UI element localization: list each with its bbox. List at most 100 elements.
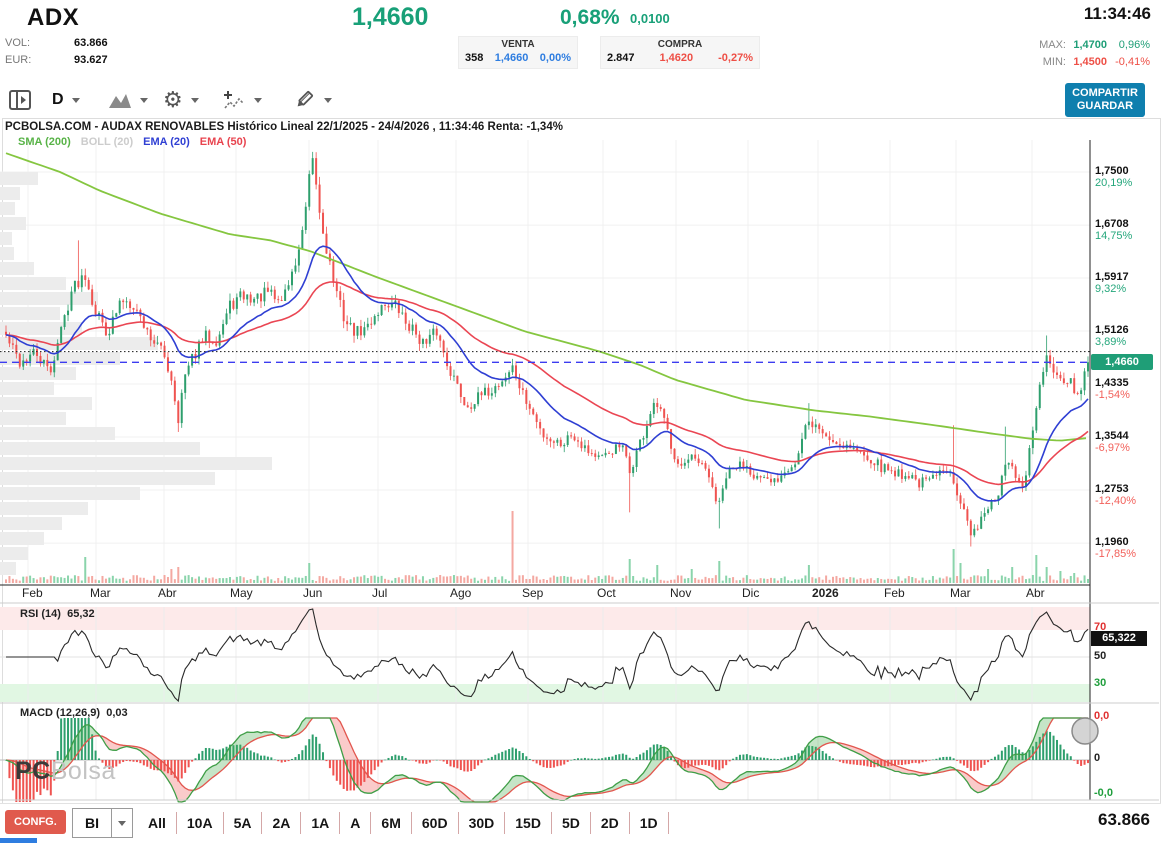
rsi-level-30: 30 [1094, 677, 1107, 689]
period-button-1a[interactable]: 1A [301, 812, 341, 834]
timeframe-value: D [52, 91, 64, 108]
sell-quote-box[interactable]: VENTA 358 1,4660 0,00% [458, 36, 578, 69]
legend-item: EMA (50) [199, 136, 247, 148]
time-axis-label: Feb [22, 586, 43, 600]
add-indicator-dropdown[interactable] [222, 86, 262, 114]
bottom-volume: 63.866 [1098, 810, 1150, 829]
min-pct: -0,41% [1115, 56, 1150, 68]
last-price: 1,4660 [352, 3, 429, 31]
macd-label: MACD (12,26,9) 0,03 [20, 707, 128, 719]
time-axis-label: Oct [597, 586, 616, 600]
time-axis-label: May [230, 586, 253, 600]
period-button-10a[interactable]: 10A [177, 812, 224, 834]
eur-value: 93.627 [74, 54, 108, 66]
change-percent: 0,68% [560, 6, 620, 29]
panel-toggle-button[interactable] [8, 86, 32, 114]
interval-value: BI [85, 815, 99, 831]
area-chart-icon [109, 94, 131, 108]
period-button-2a[interactable]: 2A [262, 812, 302, 834]
period-buttons: All 10A 5A 2A 1A A 6M 60D 30D 15D 5D 2D 1D [138, 808, 669, 838]
legend-item: SMA (200) [18, 136, 71, 148]
chevron-down-icon [190, 97, 199, 103]
time-axis-label: Feb [884, 586, 905, 600]
macd-level-high: 0,0 [1094, 710, 1110, 722]
price-axis-label: 1,1960 -17,85% [1095, 536, 1136, 561]
eur-label: EUR: [5, 54, 32, 66]
add-indicator-icon [224, 91, 244, 109]
price-axis-label: 1,5126 3,89% [1095, 324, 1129, 349]
period-button-60d[interactable]: 60D [412, 812, 459, 834]
price-axis-label: 1,2753 -12,40% [1095, 483, 1136, 508]
period-button-1d[interactable]: 1D [630, 812, 669, 834]
buy-label: COMPRA [657, 39, 703, 50]
period-button-5d[interactable]: 5D [552, 812, 591, 834]
max-pct: 0,96% [1118, 39, 1150, 51]
sell-price: 1,4660 [494, 52, 529, 64]
max-price: 1,4700 [1073, 39, 1107, 51]
macd-level-zero: 0 [1094, 752, 1101, 764]
chart-type-dropdown[interactable] [108, 86, 148, 114]
period-button-a[interactable]: A [340, 812, 372, 834]
time-axis-label: Mar [90, 586, 111, 600]
price-axis-label: 1,7500 20,19% [1095, 165, 1133, 189]
config-button[interactable]: CONFG. [5, 810, 66, 834]
bottom-bar [0, 803, 1161, 843]
chevron-down-icon [140, 97, 148, 103]
pencil-icon [297, 91, 313, 107]
scroll-accent [0, 838, 37, 843]
rsi-level-70: 70 [1094, 621, 1107, 633]
period-button-6m[interactable]: 6M [371, 812, 412, 834]
period-button-all[interactable]: All [138, 812, 177, 834]
chart-legend: SMA (200) BOLL (20) EMA (20) EMA (50) [18, 136, 256, 148]
chevron-down-icon [254, 97, 262, 103]
period-button-30d[interactable]: 30D [459, 812, 506, 834]
buy-price: 1,4620 [659, 52, 694, 64]
time-axis-label: Mar [950, 586, 971, 600]
sell-label: VENTA [501, 39, 535, 50]
sell-qty: 358 [465, 52, 484, 64]
rsi-level-50: 50 [1094, 650, 1107, 662]
macd-level-low: -0,0 [1094, 787, 1113, 799]
rsi-label: RSI (14) 65,32 [20, 608, 95, 620]
interval-select[interactable]: BI [72, 808, 133, 838]
clock: 11:34:46 [1083, 4, 1151, 23]
symbol: ADX [27, 4, 80, 31]
gear-icon: ⚙ [163, 87, 183, 112]
min-price: 1,4500 [1073, 56, 1107, 68]
min-label: MIN: [1042, 56, 1066, 68]
time-axis-label: Abr [158, 586, 177, 600]
pcbolsa-watermark: PCBolsa [15, 757, 116, 785]
max-label: MAX: [1039, 39, 1066, 51]
legend-item: BOLL (20) [80, 136, 134, 148]
draw-tools-dropdown[interactable] [292, 86, 332, 114]
timeframe-dropdown[interactable]: D [52, 86, 80, 114]
panel-toggle-icon [9, 90, 31, 110]
time-axis-label: 2026 [812, 586, 839, 600]
time-axis-label: Jun [303, 586, 323, 600]
price-axis-label: 1,5917 9,32% [1095, 271, 1129, 296]
period-button-5a[interactable]: 5A [224, 812, 263, 834]
buy-quote-box[interactable]: COMPRA 2.847 1,4620 -0,27% [600, 36, 760, 69]
legend-item: EMA (20) [143, 136, 190, 148]
save-label: GUARDAR [1076, 100, 1134, 112]
period-button-15d[interactable]: 15D [505, 812, 552, 834]
sell-pct: 0,00% [539, 52, 571, 64]
time-axis-label: Jul [372, 586, 388, 600]
chart-title: PCBOLSA.COM - AUDAX RENOVABLES Histórico… [5, 121, 563, 133]
chevron-down-icon [324, 97, 332, 103]
time-axis-label: Sep [522, 586, 544, 600]
settings-dropdown[interactable]: ⚙ [163, 86, 199, 114]
change-absolute: 0,0100 [630, 11, 670, 26]
share-save-button[interactable]: COMPARTIR GUARDAR [1065, 83, 1145, 117]
chevron-down-icon [111, 809, 132, 837]
share-label: COMPARTIR [1072, 87, 1138, 99]
time-axis-label: Nov [670, 586, 692, 600]
time-axis-label: Abr [1026, 586, 1045, 600]
price-axis-label: 1,3544 -6,97% [1095, 430, 1130, 455]
period-button-2d[interactable]: 2D [591, 812, 630, 834]
drag-handle[interactable] [1071, 717, 1099, 745]
price-axis-label: 1,6708 14,75% [1095, 218, 1133, 243]
price-axis-label: 1,4335 -1,54% [1095, 377, 1130, 402]
